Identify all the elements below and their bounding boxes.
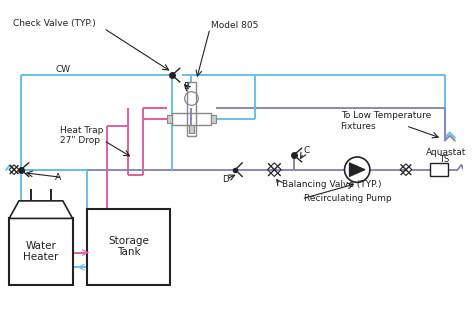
Bar (87, 209, 170, 285)
Circle shape (345, 157, 370, 182)
Bar (189, 125, 194, 133)
Bar (9, 218, 73, 285)
Polygon shape (349, 163, 365, 177)
Text: Model 805: Model 805 (211, 21, 258, 30)
Bar (187, 82, 196, 136)
Text: CW: CW (55, 65, 70, 74)
Bar (167, 115, 172, 123)
Text: To Low Temperature
Fixtures: To Low Temperature Fixtures (341, 111, 431, 131)
Text: Check Valve (TYP.): Check Valve (TYP.) (13, 19, 96, 28)
Text: C: C (303, 146, 310, 155)
Text: TS: TS (439, 156, 449, 164)
Text: Storage
Tank: Storage Tank (108, 236, 149, 258)
Text: Recirculating Pump: Recirculating Pump (303, 194, 391, 203)
Bar (211, 115, 216, 123)
Text: D: D (222, 175, 228, 184)
Text: B: B (182, 82, 189, 91)
Text: Heat Trap
27" Drop: Heat Trap 27" Drop (60, 126, 103, 145)
Bar (430, 163, 448, 177)
Text: Water
Heater: Water Heater (23, 241, 59, 262)
Text: Balancing Valve (TYP.): Balancing Valve (TYP.) (282, 180, 382, 189)
Text: Aquastat: Aquastat (426, 148, 466, 156)
Polygon shape (9, 201, 73, 218)
Bar (172, 113, 211, 125)
Text: A: A (55, 173, 61, 182)
